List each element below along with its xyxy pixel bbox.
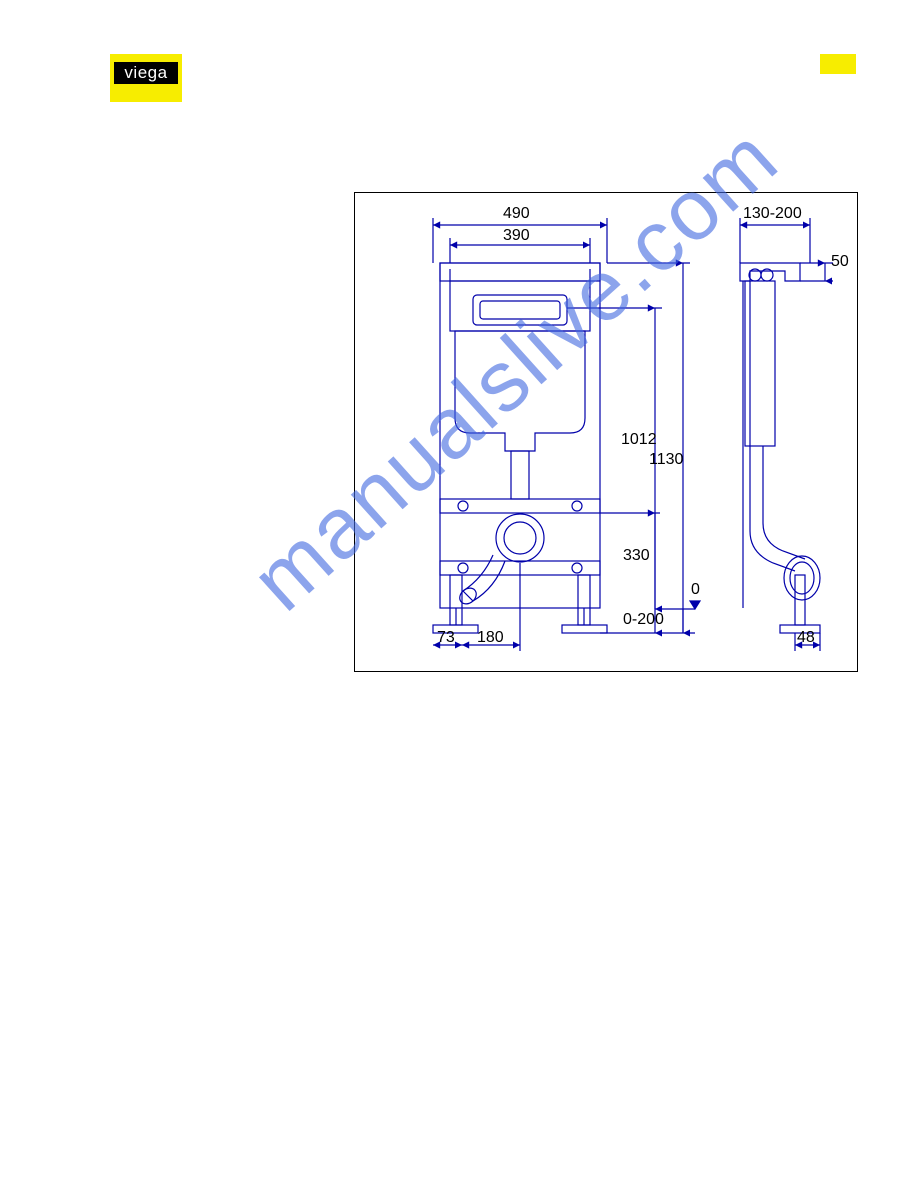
yellow-accent-bar [820,54,856,74]
dim-0: 0 [691,581,700,599]
dim-330: 330 [623,547,650,565]
logo-text: viega [114,62,178,84]
dim-490: 490 [503,205,530,223]
dim-130-200: 130-200 [743,205,802,223]
diagram-svg [355,193,859,673]
dim-73: 73 [437,629,455,647]
dim-0-200: 0-200 [623,611,664,629]
dim-1012: 1012 [621,431,657,449]
dim-390: 390 [503,227,530,245]
dim-180: 180 [477,629,504,647]
technical-diagram: 490 390 130-200 50 1012 1130 330 0 0-200… [354,192,858,672]
dim-50: 50 [831,253,849,271]
logo-container: viega [110,54,182,102]
dim-48: 48 [797,629,815,647]
dim-1130: 1130 [649,451,683,469]
